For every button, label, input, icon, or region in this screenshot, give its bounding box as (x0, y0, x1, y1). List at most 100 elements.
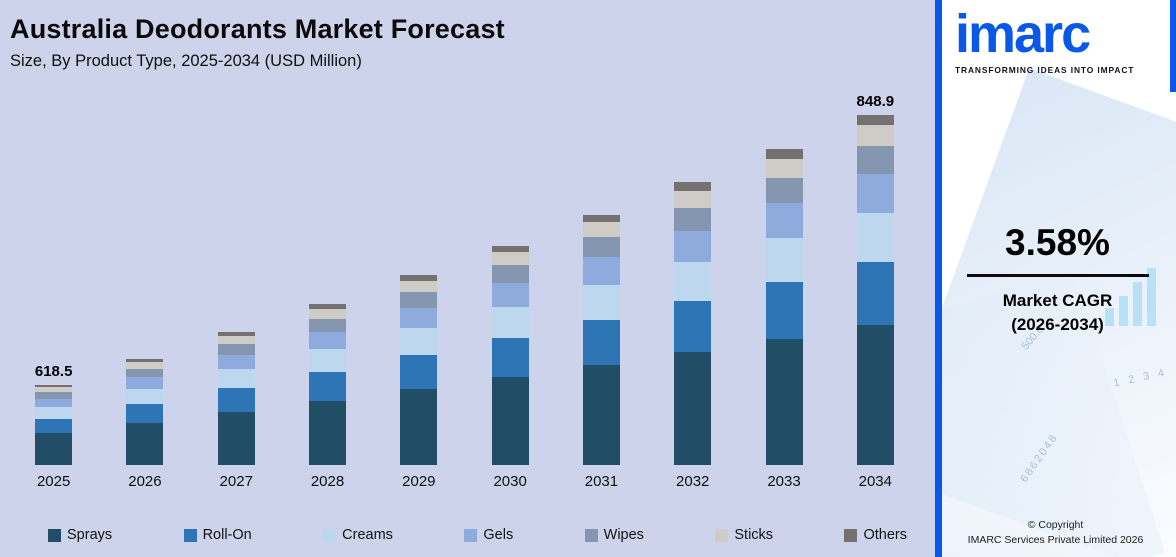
bars-plot: 618.5 848.9 (8, 93, 921, 465)
stacked-bar-2028 (309, 304, 347, 465)
chart-area: Australia Deodorants Market Forecast Siz… (0, 0, 935, 557)
segment-wipes (582, 237, 620, 258)
legend-item-wipes: Wipes (584, 527, 644, 543)
bar-slot-2027 (191, 93, 282, 465)
segment-creams (856, 212, 894, 262)
bar-total-label-2034: 848.9 (856, 92, 895, 110)
legend-item-sprays: Sprays (48, 527, 112, 543)
panel-right-stripe (1170, 0, 1176, 92)
legend-swatch (464, 528, 478, 542)
segment-others (35, 385, 73, 388)
segment-sprays (35, 433, 73, 465)
segment-roll-on (674, 301, 712, 352)
year-label-2028: 2028 (310, 472, 345, 490)
segment-creams (674, 261, 712, 302)
legend-item-gels: Gels (464, 527, 513, 543)
legend-item-roll-on: Roll-On (183, 527, 252, 543)
bar-slot-2034: 848.9 (830, 93, 921, 465)
segment-sticks (674, 190, 712, 208)
segment-sticks (400, 280, 438, 293)
bar-slot-2032 (647, 93, 738, 465)
segment-gels (491, 282, 529, 308)
segment-creams (765, 237, 803, 282)
legend-label: Sprays (67, 527, 113, 543)
segment-creams (582, 284, 620, 320)
bar-slot-2030 (464, 93, 555, 465)
segment-sprays (400, 389, 438, 465)
segment-gels (126, 377, 164, 389)
stacked-bar-2029 (400, 275, 438, 465)
segment-gels (35, 398, 73, 408)
segment-creams (35, 407, 73, 419)
decor-mini-bar-chart (1105, 268, 1156, 326)
legend-label: Gels (483, 527, 514, 543)
segment-gels (674, 230, 712, 262)
segment-others (126, 358, 164, 363)
segment-roll-on (856, 261, 894, 325)
segment-roll-on (126, 403, 164, 423)
segment-others (309, 304, 347, 310)
year-label-2033: 2033 (767, 472, 801, 490)
segment-sprays (217, 411, 255, 465)
legend-label: Others (863, 527, 907, 543)
copyright-line2: IMARC Services Private Limited 2026 (967, 534, 1144, 547)
segment-wipes (765, 177, 803, 204)
segment-sprays (309, 400, 347, 465)
year-label-2027: 2027 (219, 472, 253, 490)
year-label-2031: 2031 (584, 472, 619, 490)
segment-sprays (765, 338, 803, 465)
chart-subtitle: Size, By Product Type, 2025-2034 (USD Mi… (10, 52, 362, 70)
brand-panel: 500.0 1 2 3 4 6862048 imarc TRANSFORMING… (935, 0, 1176, 557)
legend-swatch (584, 528, 598, 542)
segment-sprays (582, 364, 620, 465)
segment-creams (217, 369, 255, 389)
imarc-logo-text: imarc (955, 4, 1091, 64)
segment-others (400, 275, 438, 281)
legend-swatch (844, 528, 858, 542)
segment-roll-on (35, 418, 73, 433)
segment-creams (126, 388, 164, 404)
segment-sticks (126, 362, 164, 369)
bar-slot-2033 (738, 93, 829, 465)
bar-total-label-2025: 618.5 (34, 363, 73, 381)
segment-sticks (856, 125, 894, 147)
imarc-tagline: TRANSFORMING IDEAS INTO IMPACT (955, 64, 1135, 75)
segment-others (674, 182, 712, 191)
stacked-bar-2032 (674, 182, 712, 465)
segment-wipes (674, 207, 712, 231)
segment-wipes (35, 392, 73, 399)
segment-others (217, 332, 255, 337)
segment-wipes (856, 146, 894, 175)
segment-others (582, 214, 620, 223)
legend-item-others: Others (844, 527, 907, 543)
bar-slot-2026 (99, 93, 190, 465)
segment-gels (856, 174, 894, 213)
stacked-bar-2026 (126, 358, 164, 465)
stacked-bar-2025 (35, 385, 73, 465)
segment-creams (309, 349, 347, 372)
segment-roll-on (765, 281, 803, 339)
legend-label: Sticks (734, 527, 774, 543)
segment-sticks (35, 387, 73, 393)
cagr-label-line1: Market CAGR (1002, 291, 1113, 310)
segment-gels (217, 354, 255, 370)
segment-sticks (765, 158, 803, 178)
cagr-label: Market CAGR (2026-2034) (949, 289, 1166, 337)
legend-label: Roll-On (202, 527, 252, 543)
legend-item-creams: Creams (323, 527, 393, 543)
year-label-2030: 2030 (493, 472, 527, 490)
segment-creams (491, 307, 529, 338)
year-label-2034: 2034 (858, 472, 892, 490)
segment-wipes (400, 292, 438, 308)
bar-slot-2025: 618.5 (8, 93, 99, 465)
legend: Sprays Roll-On Creams Gels Wipes Sticks Others (48, 527, 907, 543)
legend-swatch (323, 528, 337, 542)
year-label-2025: 2025 (36, 472, 71, 490)
bar-slot-2029 (373, 93, 464, 465)
legend-label: Creams (342, 527, 393, 543)
cagr-underline (966, 274, 1149, 277)
segment-wipes (491, 265, 529, 283)
year-label-2026: 2026 (128, 472, 162, 490)
year-label-2032: 2032 (676, 472, 710, 490)
